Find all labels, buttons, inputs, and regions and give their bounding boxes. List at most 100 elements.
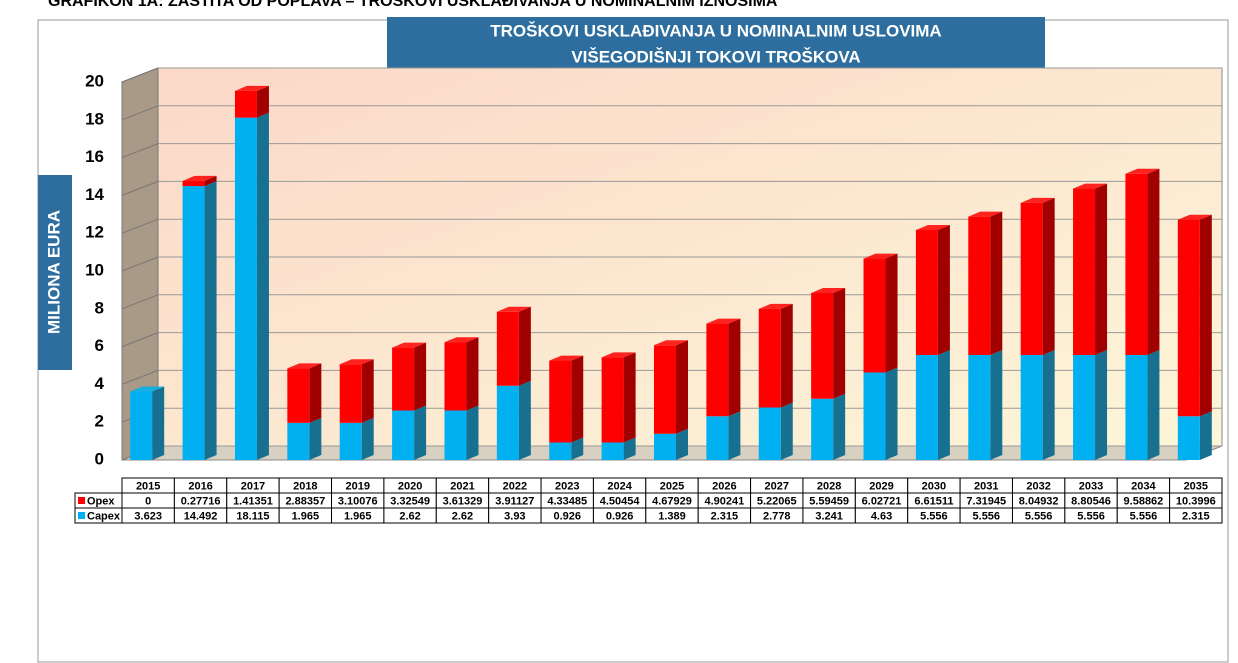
table-value: 0.27716	[181, 495, 221, 507]
chart-title: VIŠEGODIŠNJI TOKOVI TROŠKOVA	[571, 47, 860, 66]
bar-side	[728, 318, 741, 417]
bar	[915, 354, 938, 460]
table-header: 2030	[922, 480, 946, 492]
table-header: 2022	[503, 480, 527, 492]
bar-side	[676, 428, 688, 460]
table-value: 5.556	[1077, 510, 1105, 522]
table-header: 2017	[241, 480, 265, 492]
y-tick-label: 8	[95, 298, 104, 317]
bar-side	[676, 340, 688, 434]
grid-line	[121, 180, 159, 196]
table-value: 1.41351	[233, 495, 273, 507]
bar	[811, 293, 834, 399]
bar	[392, 410, 415, 460]
table-value: 3.10076	[338, 495, 378, 507]
bar-top	[968, 211, 1003, 217]
table-value: 5.556	[920, 510, 948, 522]
bar	[287, 422, 310, 460]
grid-line	[121, 67, 159, 83]
bar	[915, 229, 938, 355]
table-header: 2031	[974, 480, 998, 492]
table-value: 8.80546	[1071, 495, 1111, 507]
legend-label: Capex	[87, 510, 121, 522]
y-tick-label: 4	[95, 374, 105, 393]
bar	[1073, 188, 1096, 355]
bar-side	[518, 380, 531, 460]
table-header: 2024	[607, 480, 632, 492]
bar-side	[833, 288, 846, 399]
bar	[339, 364, 362, 423]
grid-line	[121, 105, 159, 121]
bar-side	[1095, 183, 1108, 355]
table-value: 0.926	[553, 510, 581, 522]
bar	[968, 354, 991, 460]
table-value: 4.63	[871, 510, 892, 522]
bar	[1177, 416, 1200, 460]
table-header: 2019	[345, 480, 369, 492]
table-header: 2026	[712, 480, 736, 492]
bar-side	[780, 402, 793, 460]
table-header: 2025	[660, 480, 684, 492]
table-value: 3.93	[504, 510, 525, 522]
bar-top	[863, 253, 898, 259]
bar	[863, 372, 886, 460]
bar	[339, 422, 362, 460]
table-value: 5.22065	[757, 495, 797, 507]
bar-top	[915, 224, 950, 230]
bar	[444, 342, 467, 411]
bar	[130, 391, 153, 460]
data-table: 2015 2016 2017 2018 2019 2020 2021 2022 2023 2024…	[74, 477, 1223, 524]
y-tick-label: 14	[85, 185, 104, 204]
table-header: 2035	[1184, 480, 1208, 492]
bar-top	[654, 340, 688, 346]
bar	[1125, 354, 1148, 460]
table-value: 4.50454	[600, 495, 641, 507]
bar-side	[204, 181, 217, 460]
bar-side	[1095, 349, 1108, 460]
legend-label: Opex	[87, 495, 115, 507]
bar-top	[601, 352, 636, 358]
table-value: 2.88357	[285, 495, 325, 507]
table-value: 5.556	[1025, 510, 1053, 522]
bar-top	[549, 355, 584, 361]
bar-side	[1147, 349, 1160, 460]
bar	[1020, 202, 1043, 355]
bar-side	[990, 211, 1003, 355]
bar-side	[1042, 197, 1055, 355]
bar	[234, 117, 257, 461]
bar	[706, 323, 729, 417]
bar	[654, 433, 676, 460]
grid-line	[121, 369, 159, 385]
table-header: 2018	[293, 480, 317, 492]
bar-top	[130, 386, 165, 392]
grid-line	[121, 294, 159, 310]
bar	[758, 407, 781, 460]
bar-top	[496, 306, 531, 312]
bar-side	[571, 355, 584, 443]
table-value: 2.778	[763, 510, 791, 522]
table-value: 18.115	[236, 510, 269, 522]
bar-side	[1199, 411, 1212, 460]
grid-line	[121, 332, 159, 348]
table-value: 6.02721	[862, 495, 902, 507]
table-header: 2016	[188, 480, 212, 492]
bar-top	[1073, 183, 1108, 189]
table-value: 3.61329	[443, 495, 483, 507]
table-value: 5.59459	[809, 495, 849, 507]
bar	[182, 186, 205, 460]
y-tick-label: 18	[85, 109, 104, 128]
bar	[496, 385, 519, 460]
bar-top	[339, 359, 374, 365]
bar-top	[182, 175, 217, 181]
bar	[234, 90, 257, 118]
title-box	[387, 17, 1045, 73]
bar	[863, 258, 886, 373]
y-tick-label: 20	[85, 71, 104, 90]
ylabel-box	[38, 175, 72, 370]
table-header: 2034	[1131, 480, 1156, 492]
table-header: 2028	[817, 480, 841, 492]
bar-side	[990, 349, 1003, 460]
bar-side	[518, 306, 531, 386]
table-header: 2020	[398, 480, 422, 492]
